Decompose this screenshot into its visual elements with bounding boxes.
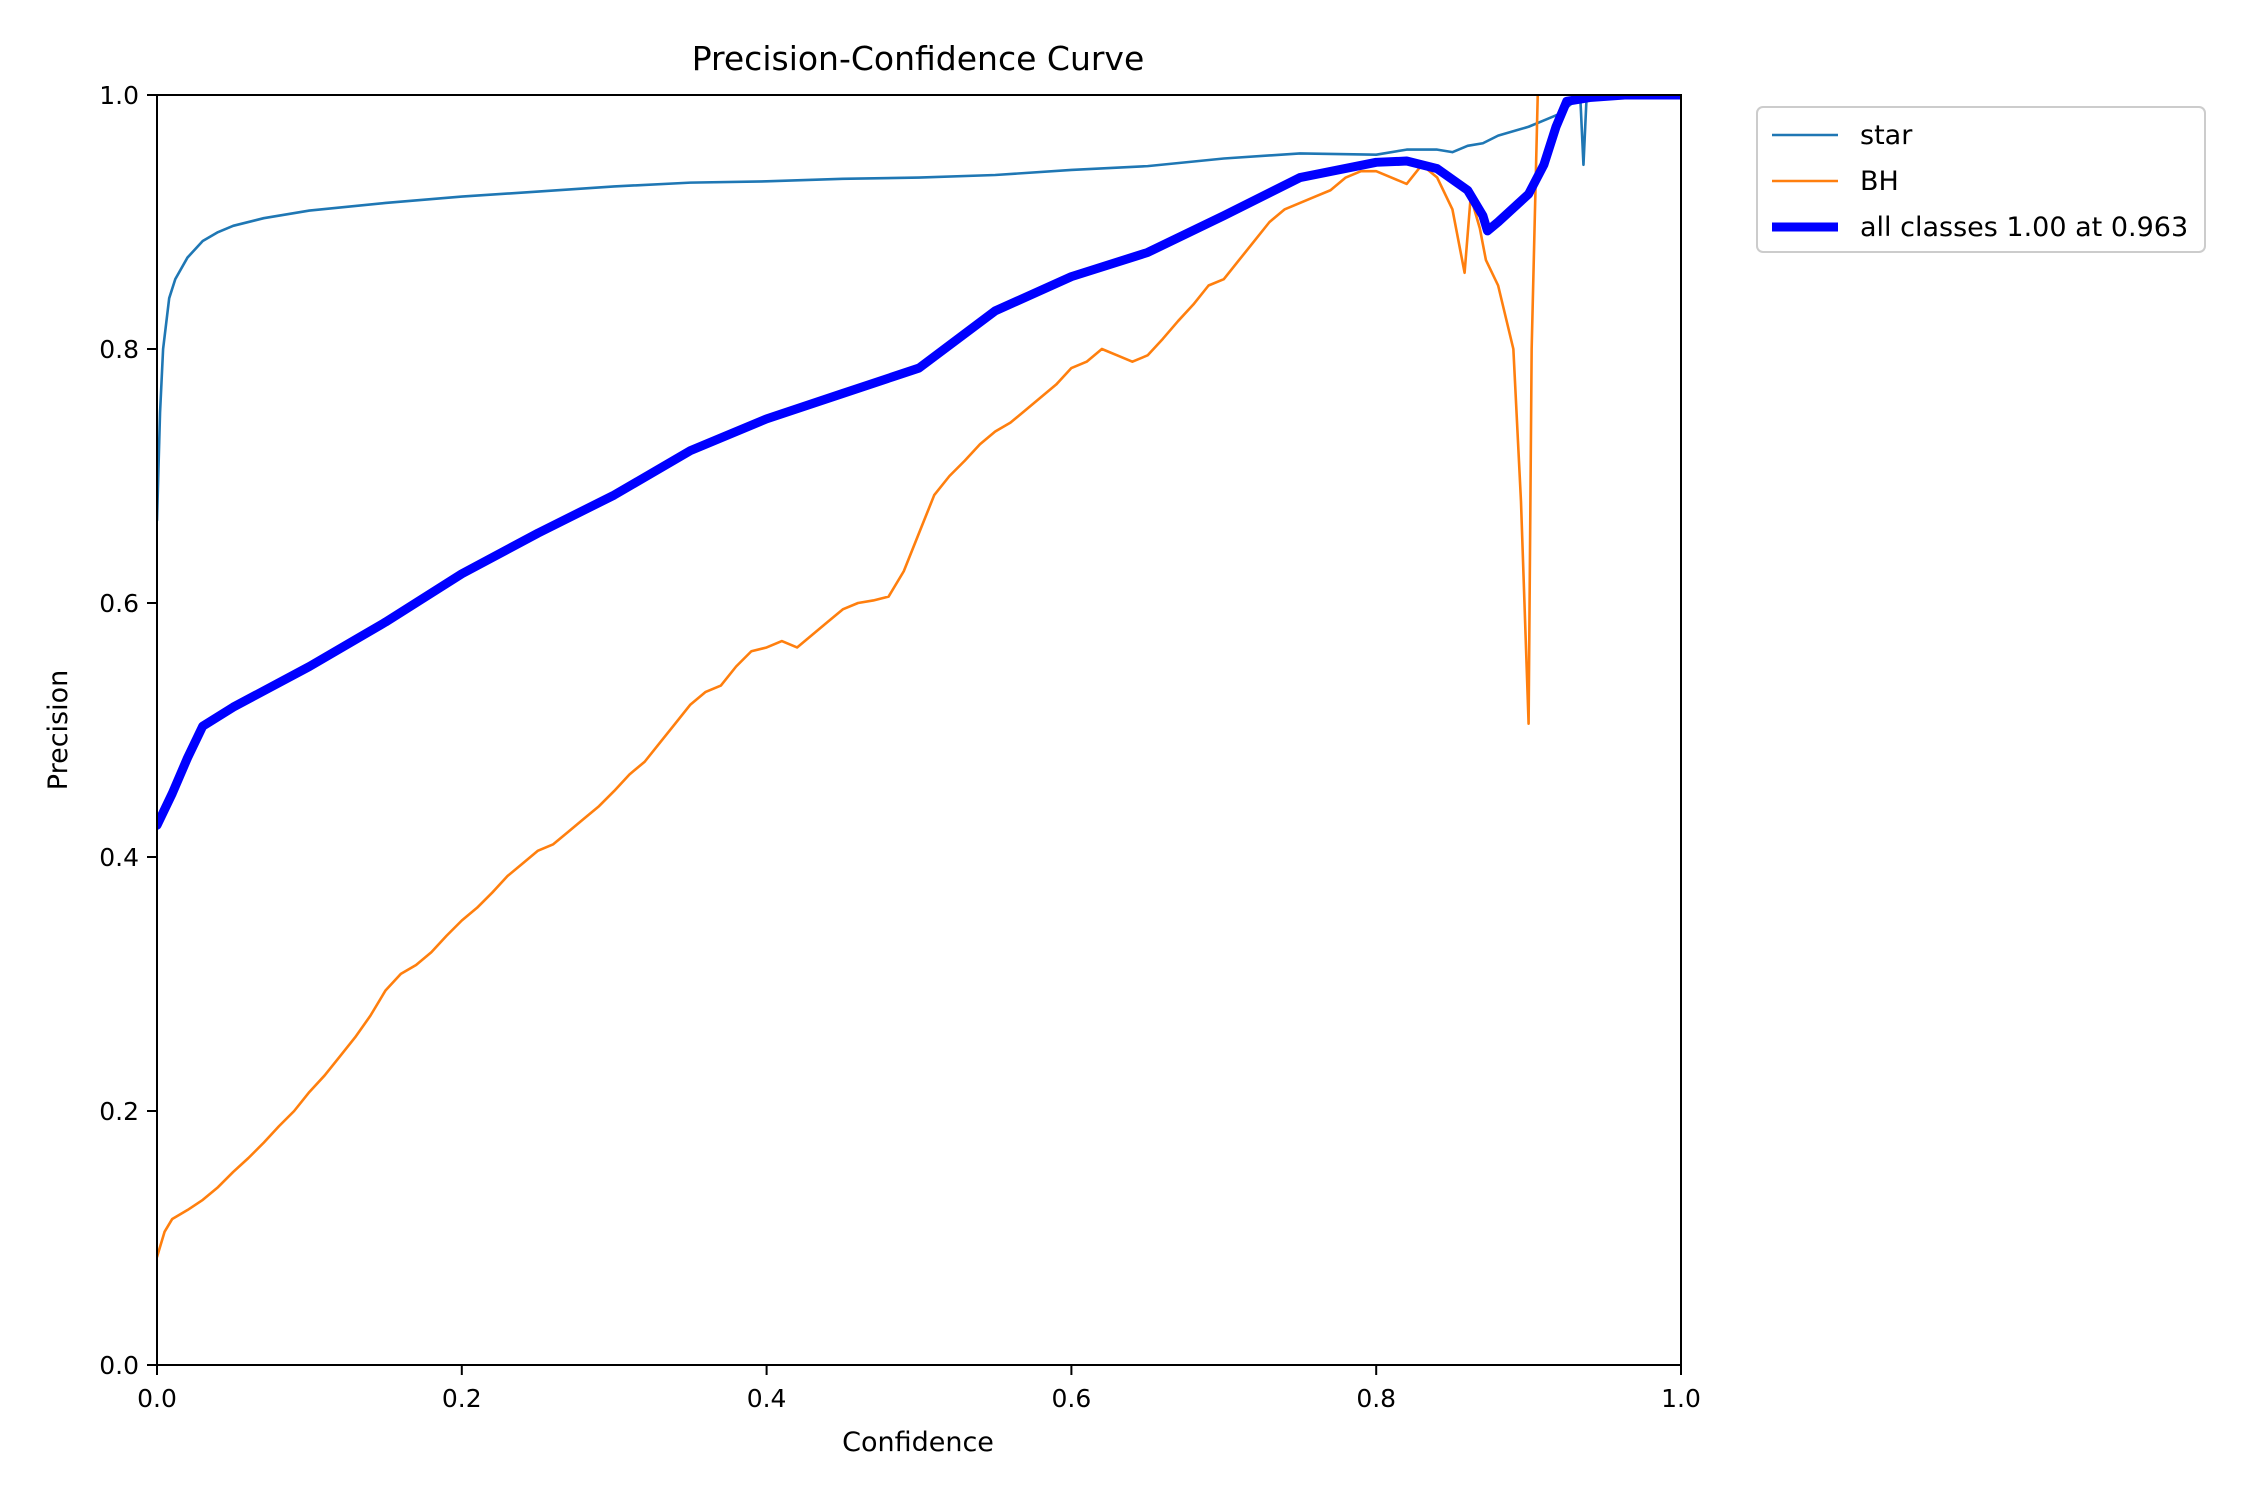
- series-line-bh: [157, 95, 1540, 1259]
- x-tick-label: 0.0: [137, 1384, 177, 1413]
- x-axis: 0.0 0.2 0.4 0.6 0.8 1.0: [137, 1365, 1701, 1413]
- legend-label-all-classes-1-00-at-0-963: all classes 1.00 at 0.963: [1860, 212, 2188, 243]
- legend-label-bh: BH: [1860, 166, 1899, 197]
- y-tick-label: 0.4: [99, 843, 139, 872]
- x-tick-label: 1.0: [1661, 1384, 1701, 1413]
- y-axis: 0.0 0.2 0.4 0.6 0.8 1.0: [99, 81, 157, 1380]
- y-tick-label: 1.0: [99, 81, 139, 110]
- y-tick-label: 0.2: [99, 1097, 139, 1126]
- chart-title: Precision-Confidence Curve: [692, 39, 1145, 78]
- series-line-all-classes-1-00-at-0-963: [157, 95, 1681, 830]
- y-tick-label: 0.0: [99, 1351, 139, 1380]
- x-tick-label: 0.6: [1052, 1384, 1092, 1413]
- legend-frame: [1756, 106, 2206, 253]
- legend: star BH all classes 1.00 at 0.963: [1756, 106, 2206, 253]
- x-tick-label: 0.2: [442, 1384, 482, 1413]
- x-tick-label: 0.4: [747, 1384, 787, 1413]
- y-axis-title: Precision: [43, 670, 74, 790]
- x-axis-title: Confidence: [842, 1427, 994, 1458]
- plot-frame: [156, 94, 1682, 1366]
- y-tick-label: 0.6: [99, 589, 139, 618]
- legend-label-star: star: [1860, 120, 1913, 151]
- y-tick-label: 0.8: [99, 335, 139, 364]
- x-tick-label: 0.8: [1356, 1384, 1396, 1413]
